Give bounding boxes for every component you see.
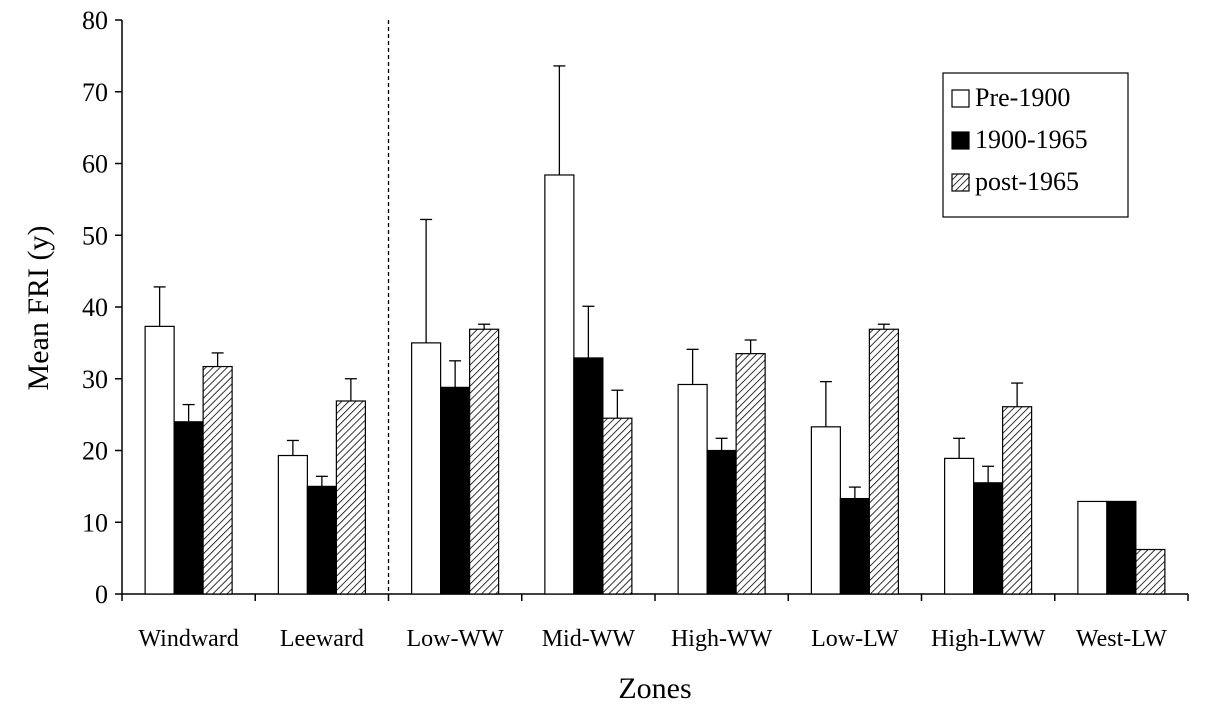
legend-swatch-1900-1965 <box>951 131 970 150</box>
legend-box <box>942 72 1129 218</box>
bar-1900-1965-low-ww <box>440 386 471 595</box>
bar-post-1965-low-lw <box>868 328 899 595</box>
bar-pre-1900-high-ww <box>677 383 708 595</box>
y-axis-title: Mean FRI (y) <box>22 226 55 391</box>
bar-post-1965-windward <box>202 365 233 595</box>
bars-layer <box>144 174 1166 595</box>
bar-pre-1900-windward <box>144 325 175 595</box>
x-tick-label: High-LWW <box>931 626 1046 652</box>
bar-1900-1965-high-lww <box>973 482 1004 595</box>
bar-pre-1900-low-lw <box>810 426 841 595</box>
x-tick-label: High-WW <box>671 626 773 652</box>
legend-label: post-1965 <box>975 167 1079 196</box>
legend-swatch-pre-1900 <box>951 89 970 108</box>
legend-label: Pre-1900 <box>975 83 1070 112</box>
bar-1900-1965-mid-ww <box>573 357 604 595</box>
x-tick-label: Low-LW <box>811 626 899 652</box>
bar-post-1965-high-ww <box>735 353 766 595</box>
x-tick-label: Low-WW <box>406 626 504 652</box>
bar-pre-1900-mid-ww <box>544 174 575 595</box>
x-axis-title: Zones <box>618 672 691 705</box>
y-tick-label: 10 <box>82 508 108 537</box>
labels-layer: 0 10 20 30 40 50 60 70 80 Windward Leeward Low-WW Mi… <box>82 6 1167 652</box>
x-tick-label: Leeward <box>280 626 364 652</box>
legend-swatch-post-1965 <box>951 173 970 192</box>
bar-1900-1965-windward <box>173 421 204 595</box>
y-tick-label: 80 <box>82 6 108 35</box>
bar-post-1965-leeward <box>335 400 366 595</box>
bar-post-1965-west-lw <box>1135 548 1166 595</box>
bar-1900-1965-west-lw <box>1106 500 1137 595</box>
bar-post-1965-high-lww <box>1002 406 1033 595</box>
bar-pre-1900-leeward <box>277 454 308 595</box>
bar-post-1965-low-ww <box>469 328 500 595</box>
bar-pre-1900-west-lw <box>1077 500 1108 595</box>
error-bars-layer <box>153 65 1024 499</box>
y-tick-label: 60 <box>82 150 108 179</box>
bar-post-1965-mid-ww <box>602 417 633 595</box>
bar-1900-1965-leeward <box>306 485 337 595</box>
y-tick-label: 30 <box>82 365 108 394</box>
y-tick-label: 70 <box>82 78 108 107</box>
bar-1900-1965-low-lw <box>839 497 870 595</box>
x-tick-label: Windward <box>138 626 238 652</box>
bar-pre-1900-low-ww <box>411 342 442 595</box>
bar-1900-1965-high-ww <box>706 449 737 595</box>
y-tick-label: 50 <box>82 221 108 250</box>
x-tick-label: Mid-WW <box>542 626 636 652</box>
legend: Pre-1900 1900-1965 post-1965 <box>942 72 1129 218</box>
bar-pre-1900-high-lww <box>944 457 975 595</box>
legend-label: 1900-1965 <box>975 125 1088 154</box>
y-tick-label: 0 <box>95 580 108 609</box>
x-tick-label: West-LW <box>1076 626 1167 652</box>
y-tick-label: 40 <box>82 293 108 322</box>
y-tick-label: 20 <box>82 437 108 466</box>
